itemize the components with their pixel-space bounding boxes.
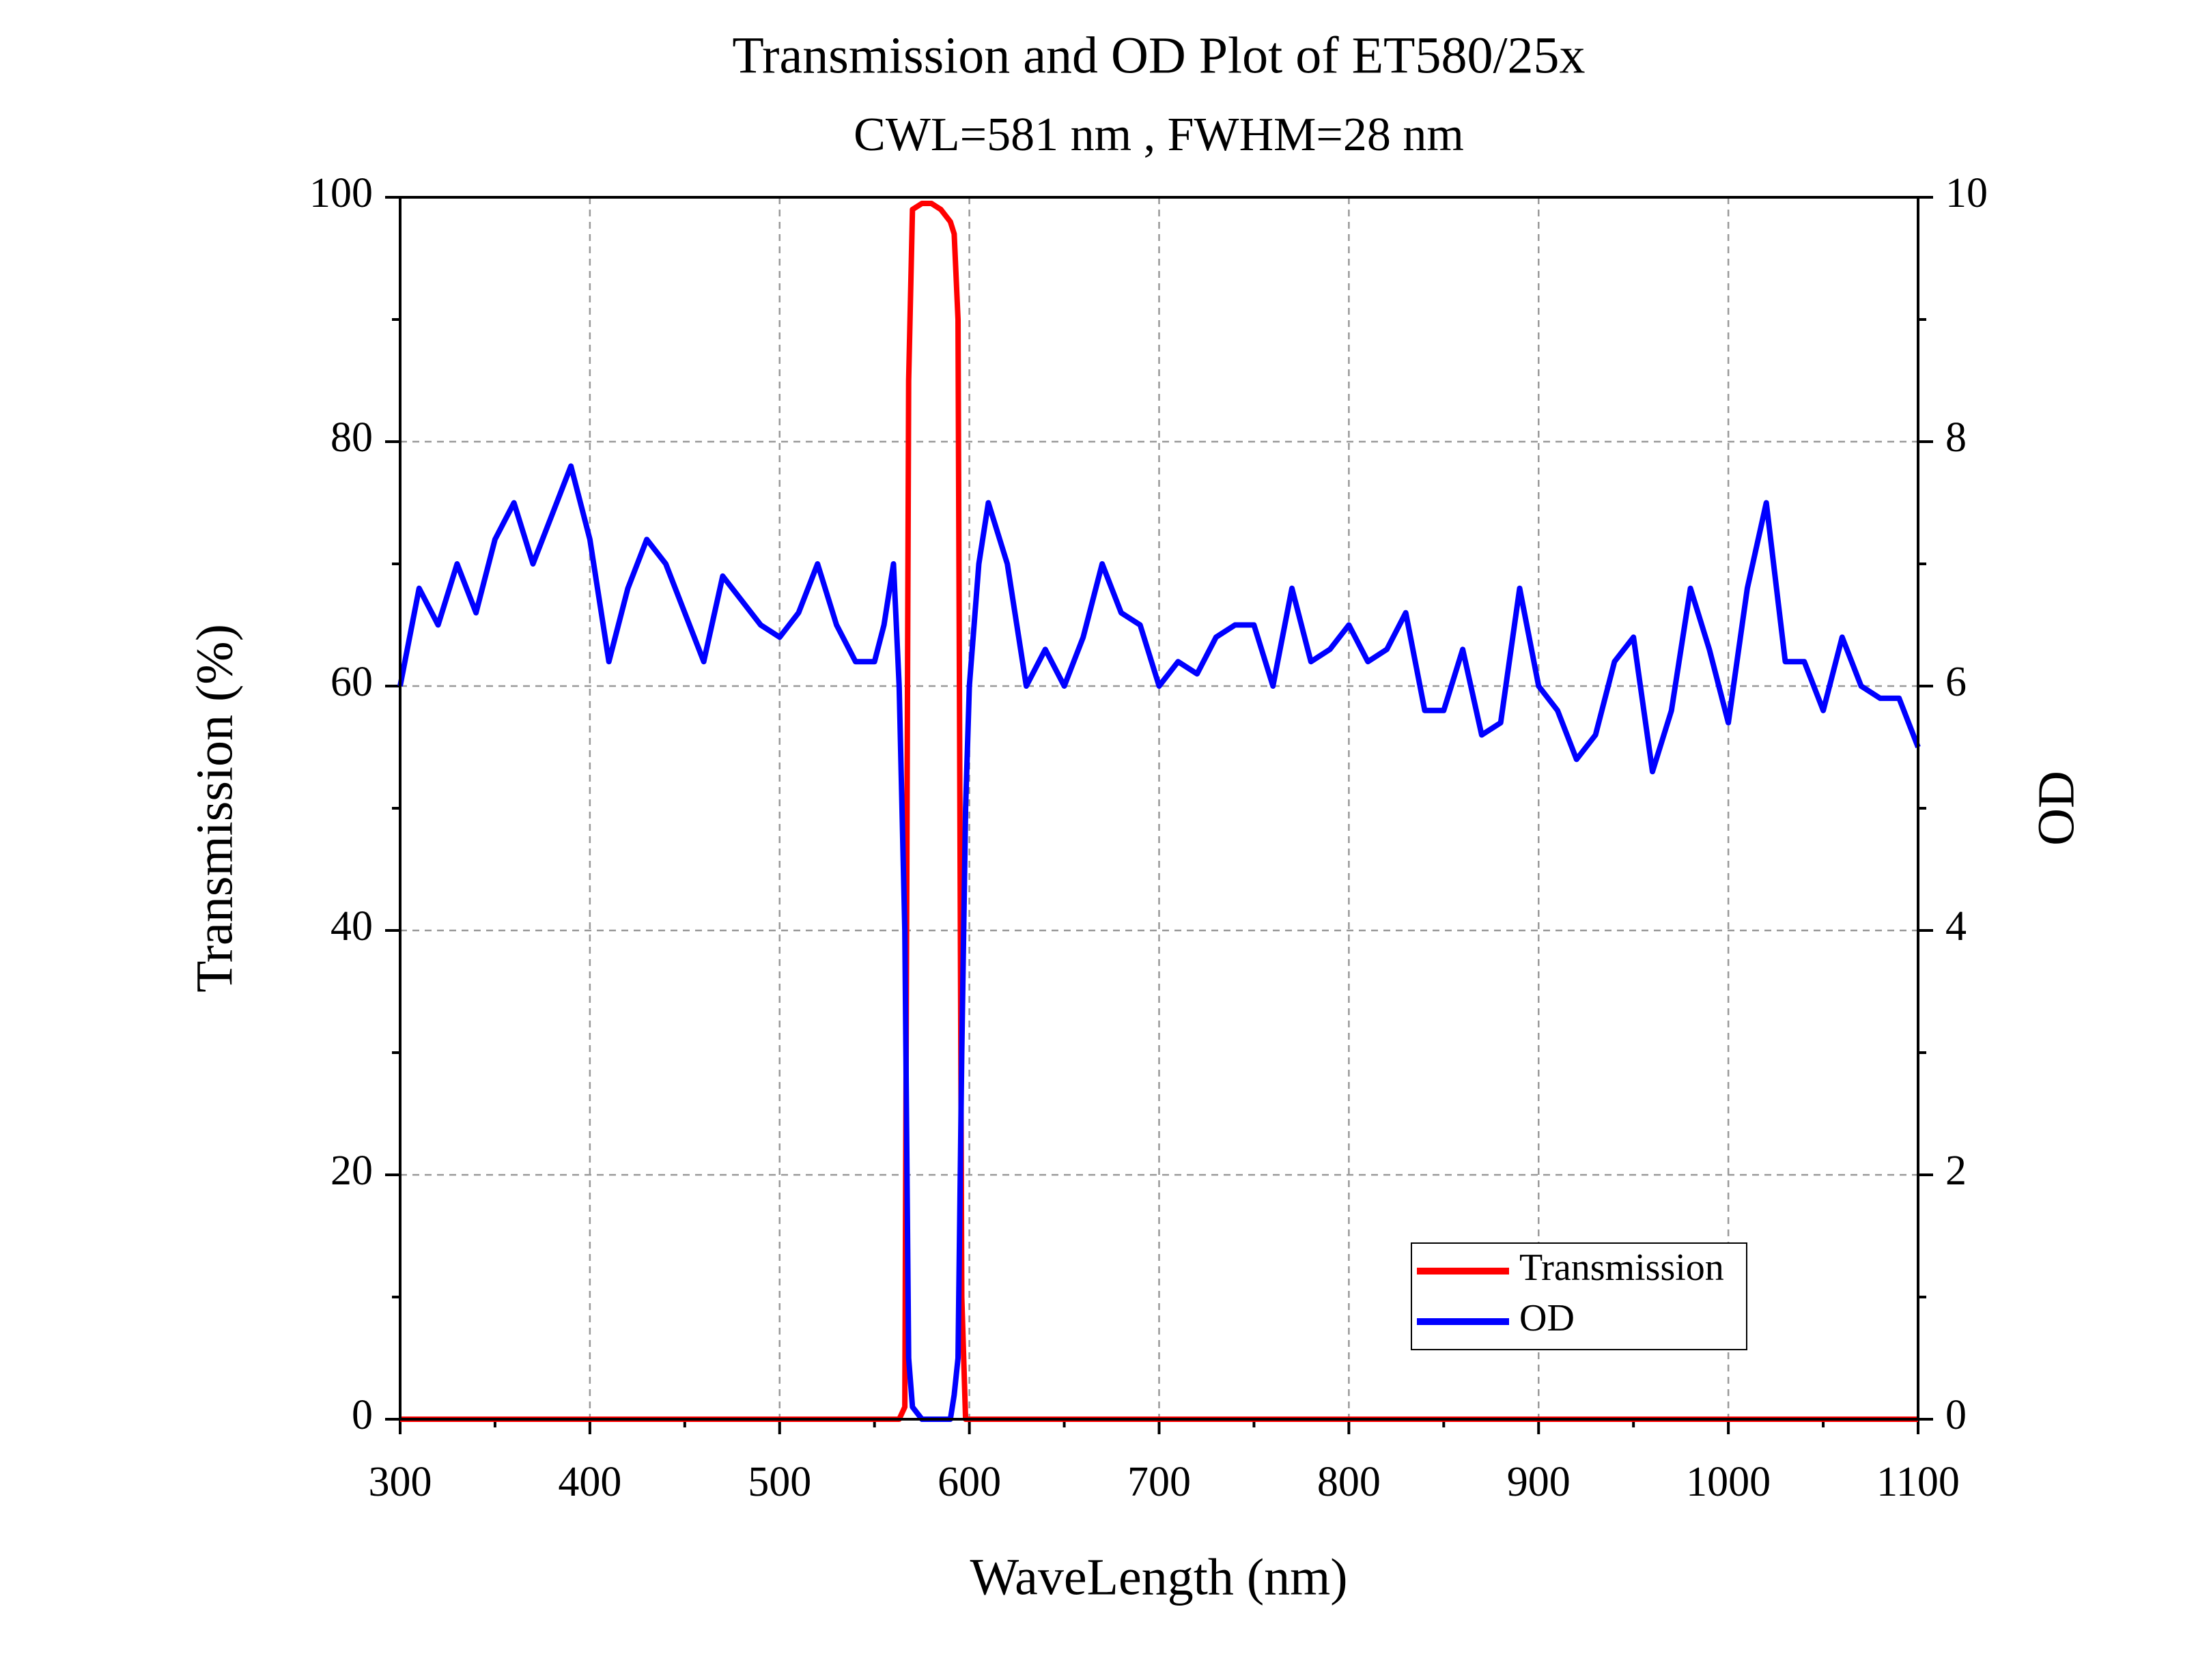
x-tick-label: 600 (938, 1459, 1001, 1505)
x-tick-label: 1100 (1876, 1459, 1960, 1505)
x-tick-label: 900 (1507, 1459, 1571, 1505)
y2-tick-label: 2 (1945, 1148, 1967, 1194)
y-tick-label: 0 (352, 1392, 373, 1438)
x-tick-label: 700 (1127, 1459, 1191, 1505)
x-tick-label: 300 (369, 1459, 432, 1505)
series-line (397, 463, 1921, 1422)
plot-frame (399, 196, 1919, 1421)
y-tick-label: 80 (330, 414, 373, 461)
chart-title: Transmission and OD Plot of ET580/25x (732, 27, 1585, 84)
y2-tick-label: 4 (1945, 903, 1967, 950)
y-tick-label: 20 (330, 1148, 373, 1194)
y-tick-label: 40 (330, 903, 373, 950)
legend-label: Transmission (1519, 1247, 1724, 1289)
y2-tick-label: 10 (1945, 170, 1988, 216)
y2-tick-label: 8 (1945, 414, 1967, 461)
x-tick-label: 1000 (1686, 1459, 1771, 1505)
x-tick-label: 800 (1317, 1459, 1381, 1505)
y-tick-label: 100 (309, 170, 373, 216)
x-axis-label: WaveLength (nm) (970, 1548, 1347, 1606)
legend-label: OD (1519, 1297, 1575, 1339)
x-tick-label: 400 (558, 1459, 621, 1505)
y2-tick-label: 6 (1945, 659, 1967, 705)
y2-tick-label: 0 (1945, 1392, 1967, 1438)
chart-subtitle: CWL=581 nm , FWHM=28 nm (854, 109, 1464, 161)
y-tick-label: 60 (330, 659, 373, 705)
y2-axis-label: OD (2027, 771, 2085, 846)
x-tick-label: 500 (748, 1459, 811, 1505)
legend-box (1411, 1242, 1747, 1350)
y-axis-label: Transmission (%) (186, 624, 243, 993)
